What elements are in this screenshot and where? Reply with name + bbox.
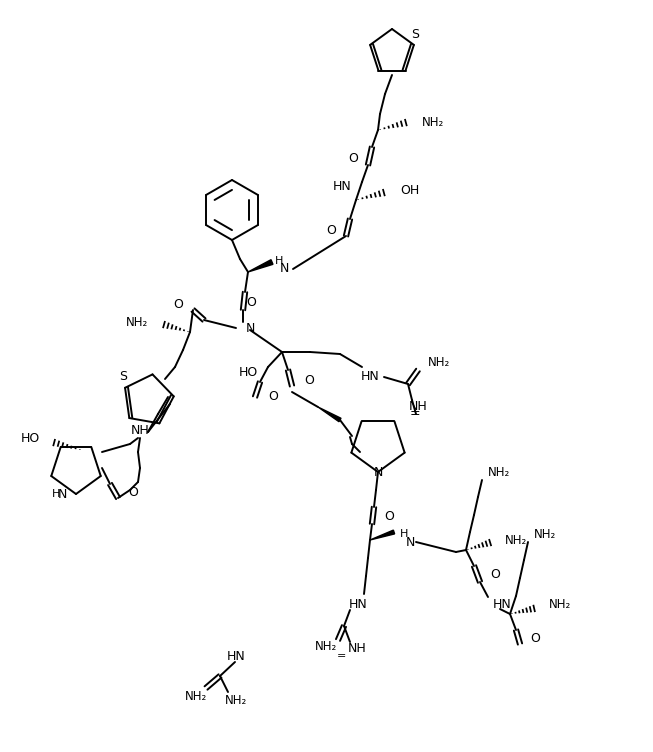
Text: NH: NH [409, 401, 427, 414]
Text: O: O [490, 569, 500, 581]
Text: HN: HN [349, 598, 368, 611]
Text: NH₂: NH₂ [225, 693, 247, 706]
Polygon shape [248, 259, 273, 272]
Text: H: H [275, 256, 283, 266]
Text: S: S [119, 369, 127, 383]
Text: NH: NH [347, 642, 366, 656]
Text: NH₂: NH₂ [126, 316, 148, 329]
Text: H: H [400, 529, 408, 539]
Text: H: H [52, 489, 60, 499]
Text: =: = [409, 408, 421, 420]
Text: HN: HN [493, 598, 512, 611]
Text: O: O [326, 223, 336, 236]
Text: O: O [268, 390, 278, 402]
Text: N: N [246, 322, 255, 335]
Text: N: N [374, 465, 383, 478]
Text: HN: HN [226, 650, 245, 663]
Text: N: N [279, 262, 289, 275]
Text: O: O [348, 151, 358, 165]
Text: HO: HO [21, 432, 40, 445]
Text: HO: HO [239, 365, 258, 378]
Text: O: O [128, 487, 138, 499]
Text: O: O [384, 510, 394, 523]
Text: NH₂: NH₂ [185, 690, 207, 702]
Text: O: O [173, 298, 183, 311]
Text: S: S [411, 28, 419, 41]
Text: NH₂: NH₂ [428, 356, 451, 368]
Text: NH₂: NH₂ [422, 116, 444, 129]
Polygon shape [370, 530, 394, 540]
Text: NH: NH [131, 423, 150, 436]
Polygon shape [318, 407, 341, 422]
Text: NH₂: NH₂ [315, 641, 337, 653]
Text: O: O [304, 374, 314, 387]
Text: NH₂: NH₂ [488, 465, 510, 478]
Text: N: N [57, 487, 67, 501]
Text: HN: HN [333, 180, 352, 193]
Text: NH₂: NH₂ [505, 533, 527, 547]
Text: O: O [530, 632, 540, 644]
Text: =: = [338, 651, 347, 661]
Text: NH₂: NH₂ [549, 599, 571, 611]
Text: OH: OH [400, 183, 419, 196]
Text: N: N [406, 535, 415, 548]
Text: NH₂: NH₂ [534, 527, 556, 541]
Text: HN: HN [360, 371, 379, 384]
Text: O: O [246, 296, 256, 310]
